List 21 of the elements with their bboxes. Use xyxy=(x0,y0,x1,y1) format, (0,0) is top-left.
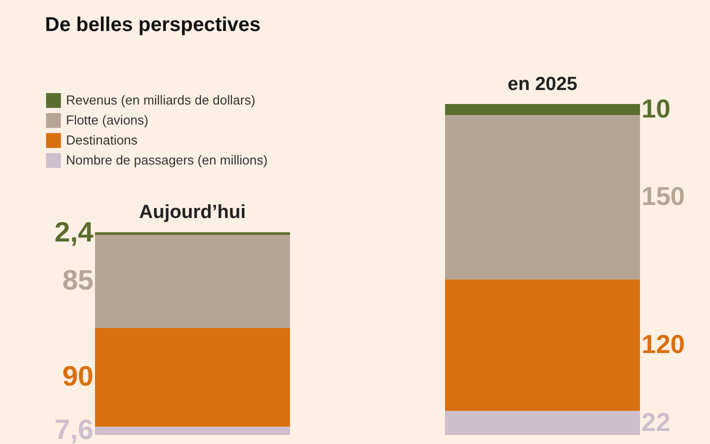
legend-label: Flotte (avions) xyxy=(66,112,148,128)
data-label: 90 xyxy=(62,360,94,392)
bar xyxy=(95,234,290,328)
bar xyxy=(95,232,290,235)
bar xyxy=(445,410,640,435)
bar xyxy=(445,114,640,280)
data-label: 150 xyxy=(642,181,685,212)
x-tick-label: Aujourd’hui xyxy=(139,202,246,224)
chart-title: De belles perspectives xyxy=(45,14,261,36)
data-label: 10 xyxy=(642,93,670,124)
data-label: 85 xyxy=(62,264,94,296)
x-tick-label: en 2025 xyxy=(508,74,578,95)
bar xyxy=(95,328,290,427)
legend-label: Revenus (en milliards de dollars) xyxy=(66,92,256,108)
legend-label: Destinations xyxy=(66,132,138,148)
bar xyxy=(95,426,290,435)
data-label: 2,4 xyxy=(54,216,94,248)
bar xyxy=(445,279,640,411)
legend-label: Nombre de passagers (en millions) xyxy=(66,152,268,168)
bar xyxy=(445,104,640,115)
data-label: 120 xyxy=(642,329,685,360)
